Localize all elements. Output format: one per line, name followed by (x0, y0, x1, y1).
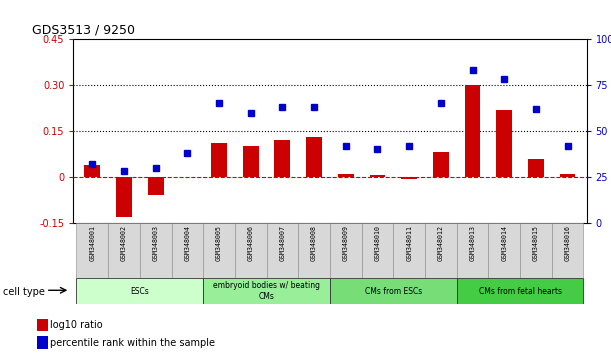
Text: GSM348013: GSM348013 (469, 225, 475, 261)
Bar (496, 109, 512, 177)
Bar (552, 223, 584, 278)
Text: CMs from ESCs: CMs from ESCs (365, 287, 422, 296)
Bar (370, 176, 386, 177)
Text: GSM348010: GSM348010 (375, 225, 381, 261)
Text: GSM348011: GSM348011 (406, 225, 412, 261)
Bar (37, 336, 48, 349)
Bar (393, 223, 425, 278)
Bar (362, 223, 393, 278)
Text: GSM348004: GSM348004 (185, 225, 191, 261)
Text: cell type: cell type (3, 287, 45, 297)
Bar (456, 223, 488, 278)
Text: GSM348007: GSM348007 (279, 225, 285, 261)
Bar (37, 319, 48, 331)
Text: GSM348003: GSM348003 (153, 225, 159, 261)
Bar (235, 223, 266, 278)
Bar (488, 223, 520, 278)
Text: GSM348005: GSM348005 (216, 225, 222, 261)
Bar (211, 143, 227, 177)
Bar (203, 223, 235, 278)
Bar (330, 223, 362, 278)
Bar (306, 137, 322, 177)
Text: embryoid bodies w/ beating
CMs: embryoid bodies w/ beating CMs (213, 281, 320, 301)
Text: GSM348008: GSM348008 (311, 225, 317, 261)
Bar (433, 153, 448, 177)
Bar (425, 223, 456, 278)
Bar (172, 223, 203, 278)
Text: GDS3513 / 9250: GDS3513 / 9250 (32, 23, 135, 36)
Text: GSM348006: GSM348006 (247, 225, 254, 261)
Text: percentile rank within the sample: percentile rank within the sample (50, 338, 216, 348)
Text: GSM348015: GSM348015 (533, 225, 539, 261)
Bar (560, 174, 576, 177)
Text: ESCs: ESCs (131, 287, 149, 296)
Bar (243, 146, 258, 177)
Text: CMs from fetal hearts: CMs from fetal hearts (478, 287, 562, 296)
Bar (84, 165, 100, 177)
Text: GSM348012: GSM348012 (438, 225, 444, 261)
Bar (456, 278, 584, 304)
Text: GSM348016: GSM348016 (565, 225, 571, 261)
Text: GSM348001: GSM348001 (89, 225, 95, 261)
Bar (266, 223, 298, 278)
Bar (401, 177, 417, 178)
Bar (274, 140, 290, 177)
Bar (108, 223, 140, 278)
Bar (464, 85, 480, 177)
Text: log10 ratio: log10 ratio (50, 320, 103, 330)
Bar (76, 223, 108, 278)
Text: GSM348009: GSM348009 (343, 225, 349, 261)
Bar (116, 177, 132, 217)
Bar (528, 159, 544, 177)
Bar (140, 223, 172, 278)
Bar (76, 278, 203, 304)
Bar (338, 174, 354, 177)
Bar (148, 177, 164, 195)
Bar (298, 223, 330, 278)
Text: GSM348014: GSM348014 (501, 225, 507, 261)
Bar (203, 278, 330, 304)
Bar (520, 223, 552, 278)
Bar (330, 278, 456, 304)
Text: GSM348002: GSM348002 (121, 225, 127, 261)
